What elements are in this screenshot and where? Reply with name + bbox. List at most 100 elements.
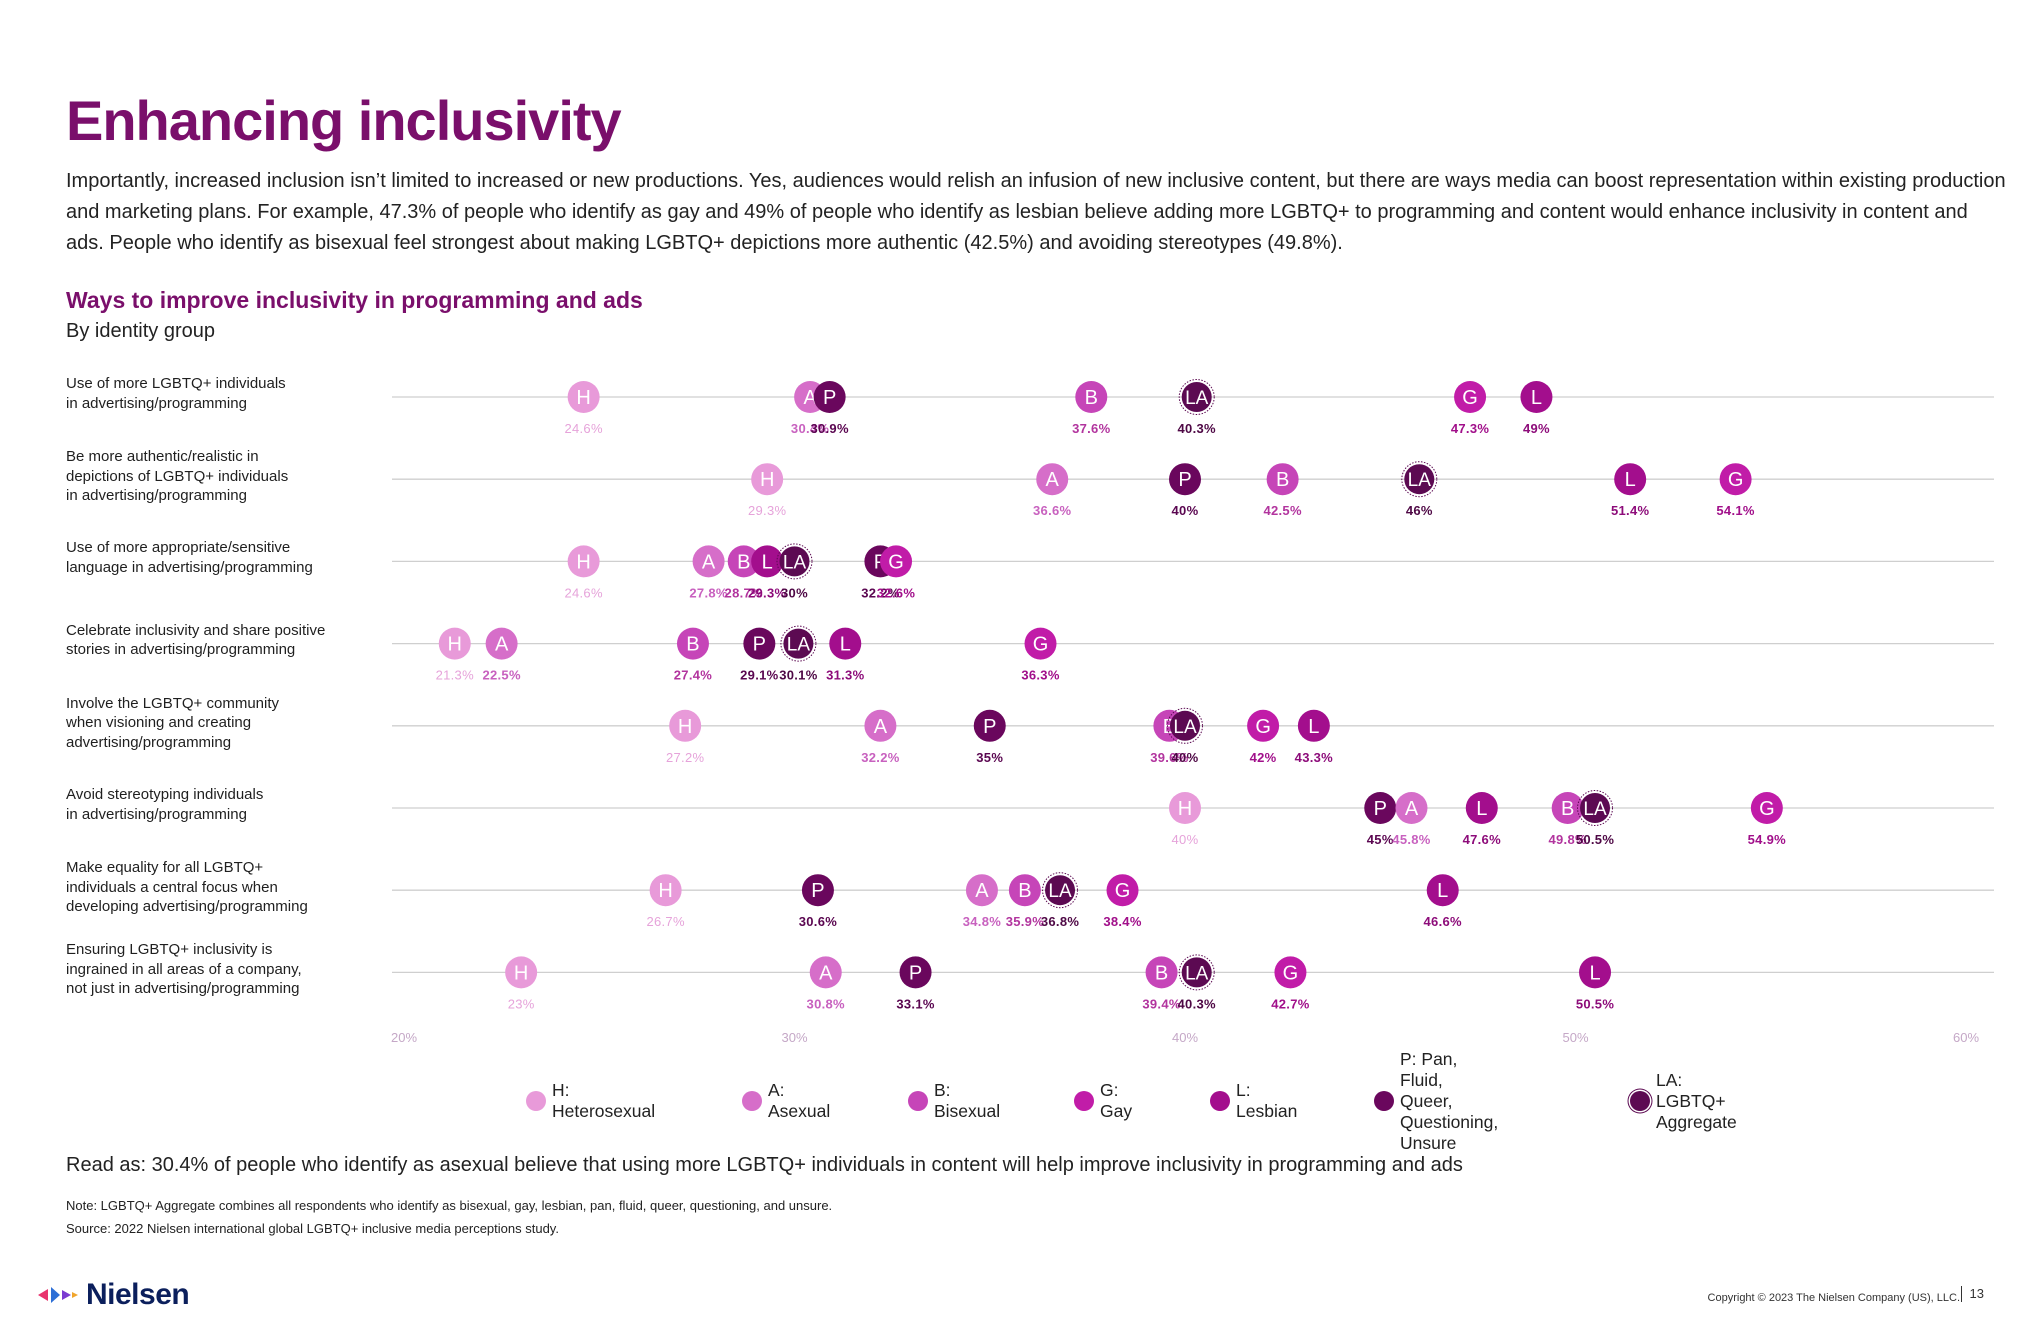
point-circle xyxy=(899,956,932,989)
point-letter: P xyxy=(753,634,766,656)
value-label: 29.1% xyxy=(740,668,779,683)
aggregate-ring xyxy=(1178,379,1215,415)
value-label: 47.3% xyxy=(1451,421,1490,436)
value-label: 42.5% xyxy=(1263,503,1302,518)
data-point-p: P 35% xyxy=(973,709,1006,765)
legend-item-b: B: Bisexual xyxy=(908,1078,1000,1124)
data-point-g: G 42.7% xyxy=(1271,956,1309,1011)
point-letter: A xyxy=(1046,469,1060,491)
point-letter: B xyxy=(1018,880,1031,902)
row-label: Ensuring LGBTQ+ inclusivity is ingrained… xyxy=(66,941,302,998)
point-letter: H xyxy=(576,551,590,573)
row-label: Be more authentic/realistic in depiction… xyxy=(66,448,289,505)
legend-swatch xyxy=(1210,1091,1230,1111)
value-label: 30.6% xyxy=(799,914,838,929)
point-circle xyxy=(864,709,897,742)
point-letter: LA xyxy=(1185,388,1209,409)
value-label: 23% xyxy=(508,996,535,1011)
point-letter: G xyxy=(1728,469,1744,491)
point-letter: LA xyxy=(1583,799,1607,820)
point-circle xyxy=(1008,874,1041,907)
point-circle xyxy=(1145,956,1178,989)
value-label: 27.8% xyxy=(689,585,728,600)
point-circle xyxy=(973,709,1006,742)
point-circle xyxy=(965,874,998,907)
point-letter: H xyxy=(576,387,590,409)
legend-swatch xyxy=(526,1091,546,1111)
aggregate-ring xyxy=(780,625,817,662)
value-label: 40.3% xyxy=(1178,996,1217,1011)
point-circle xyxy=(813,381,846,413)
point-letter: A xyxy=(803,387,817,409)
point-letter: A xyxy=(495,634,509,656)
point-circle xyxy=(727,545,760,578)
legend-item-l: L: Lesbian xyxy=(1210,1078,1297,1124)
data-point-a: A 34.8% xyxy=(963,874,1001,929)
legend-swatch xyxy=(1630,1091,1650,1111)
point-letter: G xyxy=(1283,962,1299,984)
chart-subtitle: By identity group xyxy=(66,320,215,342)
value-label: 29.3% xyxy=(748,585,787,600)
row-label: Use of more appropriate/sensitive langua… xyxy=(66,539,313,576)
dot-plot-chart: 20% 30% 40% 50% 60% H 24.6% A 30.4% P 30.9% B 37.6% L… xyxy=(391,379,1994,1045)
value-label: 32.2% xyxy=(861,585,900,600)
point-letter: LA xyxy=(787,635,811,656)
point-circle xyxy=(1297,709,1330,742)
point-letter: A xyxy=(874,716,888,738)
value-label: 26.7% xyxy=(646,914,685,929)
data-point-g: G 54.9% xyxy=(1748,792,1786,847)
point-circle xyxy=(1247,709,1280,742)
point-circle xyxy=(1395,792,1428,824)
aggregate-ring xyxy=(776,543,813,580)
point-letter: L xyxy=(1589,962,1600,984)
point-circle xyxy=(1169,463,1201,496)
legend-item-la: LA: LGBTQ+ Aggregate xyxy=(1630,1070,1737,1132)
data-point-h: H 23% xyxy=(505,956,538,1011)
point-letter: A xyxy=(975,880,989,902)
point-circle xyxy=(1579,956,1612,989)
data-point-a: A 36.6% xyxy=(1033,463,1071,518)
value-label: 45% xyxy=(1367,832,1394,847)
data-point-p: P 33.1% xyxy=(896,956,935,1011)
value-label: 40% xyxy=(1172,503,1199,518)
value-label: 27.4% xyxy=(674,668,713,683)
point-letter: H xyxy=(658,880,672,902)
value-label: 37.6% xyxy=(1072,421,1111,436)
point-letter: B xyxy=(737,551,750,573)
data-point-p: P 30.6% xyxy=(799,874,838,929)
legend-item-p: P: Pan, Fluid, Queer, Questioning, Unsur… xyxy=(1374,1049,1498,1153)
point-circle xyxy=(692,545,725,578)
legend-item-h: H: Heterosexual xyxy=(526,1078,655,1124)
point-letter: P xyxy=(909,962,922,984)
value-label: 24.6% xyxy=(564,585,603,600)
legend-label: A: Asexual xyxy=(768,1080,831,1121)
point-circle xyxy=(801,874,834,907)
value-label: 29.3% xyxy=(748,503,787,518)
data-point-la: LA 36.8% xyxy=(1041,872,1079,929)
point-circle xyxy=(1404,464,1435,495)
legend-swatch xyxy=(1374,1091,1394,1111)
data-point-la: LA 40.3% xyxy=(1178,954,1217,1011)
legend-label: G: Gay xyxy=(1100,1080,1133,1121)
point-letter: A xyxy=(702,551,716,573)
intro-paragraph: Importantly, increased inclusion isn’t l… xyxy=(66,170,2006,254)
legend-label: P: Pan, Fluid, Queer, Questioning, Unsur… xyxy=(1400,1048,1499,1153)
value-label: 21.3% xyxy=(436,668,475,683)
data-point-la: LA 46% xyxy=(1401,461,1438,518)
legend-swatch xyxy=(1074,1091,1094,1111)
point-circle xyxy=(1170,710,1200,741)
aggregate-ring xyxy=(1167,707,1203,744)
value-label: 42% xyxy=(1250,750,1277,765)
point-circle xyxy=(1614,463,1647,496)
x-tick-label: 20% xyxy=(391,1030,417,1045)
legend-label: LA: LGBTQ+ Aggregate xyxy=(1656,1069,1737,1132)
value-label: 30.1% xyxy=(779,668,818,683)
point-circle xyxy=(1106,874,1139,907)
point-circle xyxy=(1036,463,1069,496)
value-label: 39.4% xyxy=(1142,996,1181,1011)
value-label: 54.1% xyxy=(1716,503,1755,518)
value-label: 47.6% xyxy=(1463,832,1502,847)
point-letter: P xyxy=(1178,469,1191,491)
point-letter: A xyxy=(819,962,833,984)
data-point-la: LA 50.5% xyxy=(1576,790,1614,847)
